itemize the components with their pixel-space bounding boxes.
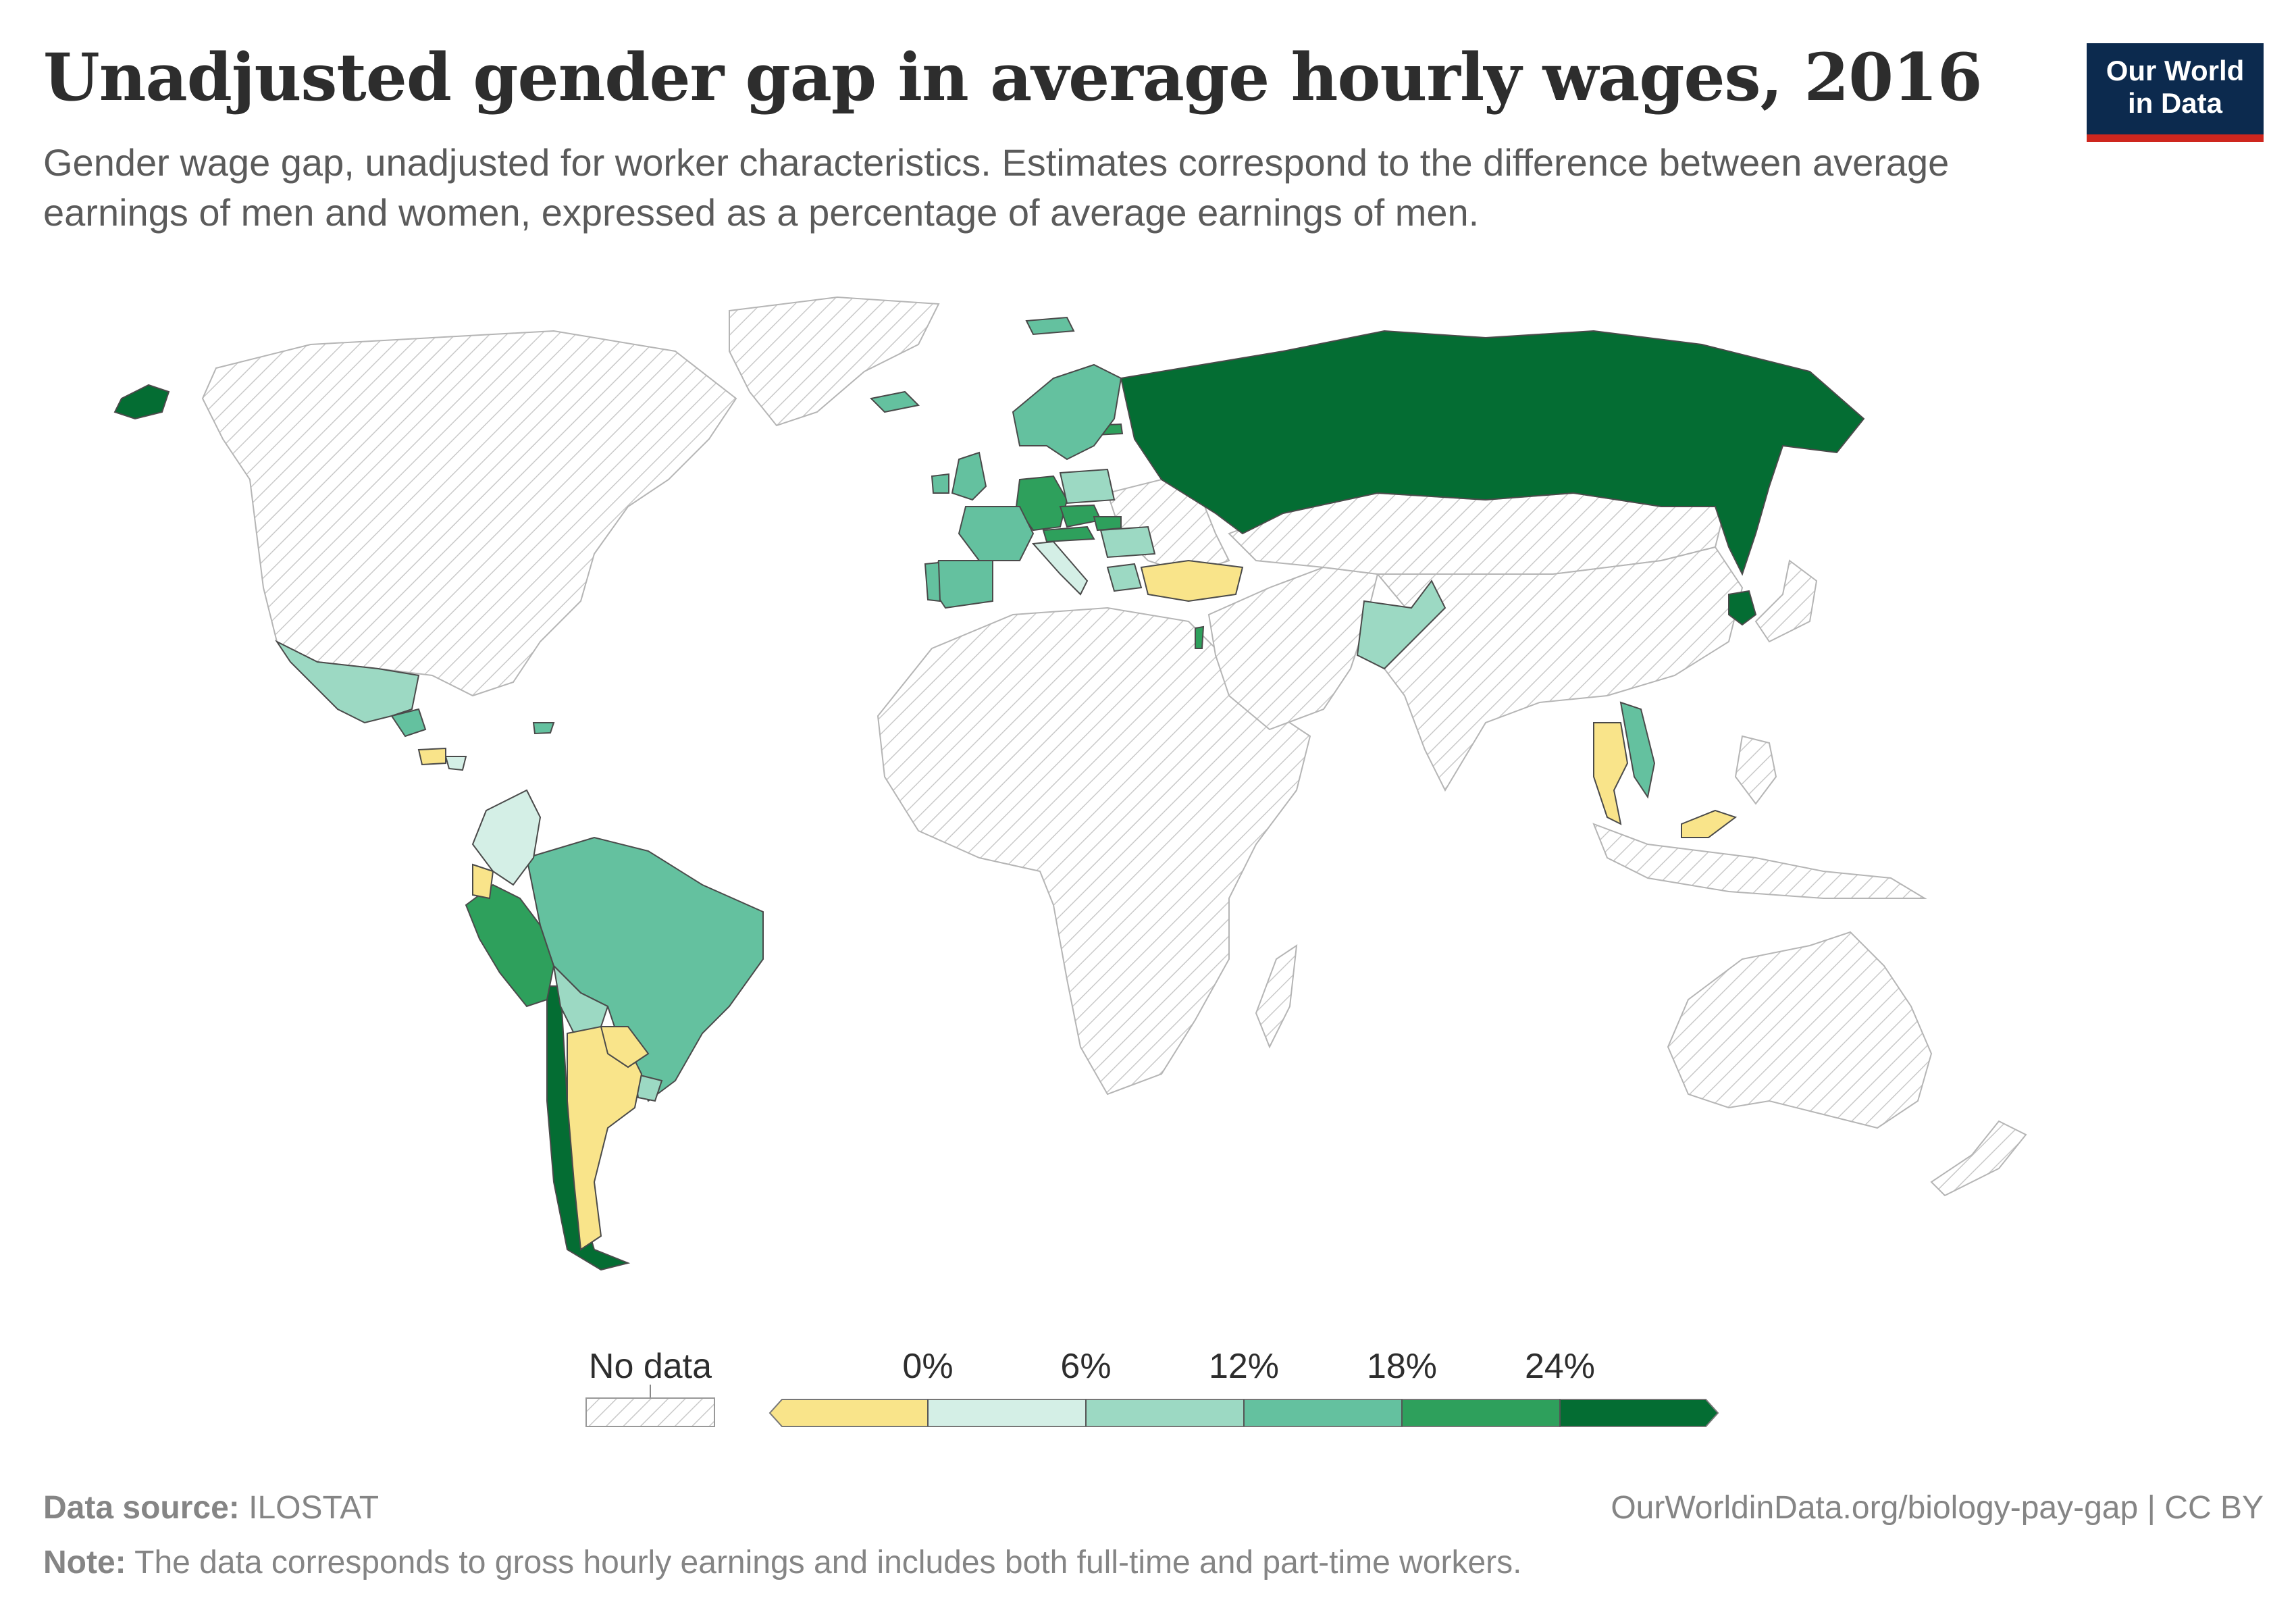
legend-tick-label-1: 6% bbox=[1060, 1347, 1111, 1386]
data-source: Data source: ILOSTAT bbox=[43, 1489, 2264, 1526]
note-label: Note: bbox=[43, 1545, 126, 1580]
legend-tick-label-4: 24% bbox=[1525, 1347, 1595, 1386]
legend-bin-5[interactable] bbox=[1559, 1399, 1719, 1427]
country-peru[interactable] bbox=[465, 883, 555, 1008]
legend-bin-2[interactable] bbox=[1085, 1399, 1245, 1427]
country-guatemala[interactable] bbox=[390, 708, 427, 738]
madagascar-region[interactable] bbox=[1255, 944, 1298, 1049]
australia-region[interactable] bbox=[1667, 931, 1933, 1129]
logo-line-1: Our World bbox=[2106, 55, 2245, 86]
country-turkey[interactable] bbox=[1140, 559, 1244, 602]
legend-bin-1[interactable] bbox=[927, 1399, 1087, 1427]
country-honduras[interactable] bbox=[417, 747, 446, 766]
country-slovakia[interactable] bbox=[1093, 516, 1122, 532]
country-uk[interactable] bbox=[951, 451, 987, 501]
country-chile[interactable] bbox=[546, 985, 631, 1271]
philippines-region[interactable] bbox=[1734, 735, 1777, 805]
north-america-region[interactable] bbox=[201, 330, 737, 697]
country-scandinavia[interactable] bbox=[1012, 363, 1122, 461]
chart-subtitle: Gender wage gap, unadjusted for worker c… bbox=[43, 141, 1950, 234]
country-paraguay[interactable] bbox=[600, 1026, 650, 1069]
chart-title: Unadjusted gender gap in average hourly … bbox=[43, 39, 1983, 115]
owid-logo[interactable]: Our World in Data bbox=[2087, 43, 2264, 142]
indonesia-region[interactable] bbox=[1592, 823, 1927, 899]
data-regions bbox=[113, 316, 1865, 1271]
country-thailand[interactable] bbox=[1593, 722, 1629, 825]
legend-tick-label-3: 18% bbox=[1367, 1347, 1437, 1386]
legend-tick-label-2: 12% bbox=[1209, 1347, 1279, 1386]
country-poland[interactable] bbox=[1059, 468, 1116, 505]
source-label: Data source: bbox=[43, 1490, 240, 1526]
country-alaska[interactable] bbox=[113, 384, 170, 420]
country-russia[interactable] bbox=[1120, 330, 1865, 576]
source-value: ILOSTAT bbox=[249, 1490, 380, 1526]
japan-region[interactable] bbox=[1754, 559, 1818, 643]
country-spain[interactable] bbox=[931, 560, 993, 609]
country-pakistan[interactable] bbox=[1356, 580, 1446, 670]
country-romania-hungary[interactable] bbox=[1099, 525, 1156, 559]
country-italy[interactable] bbox=[1031, 540, 1089, 596]
country-france[interactable] bbox=[958, 506, 1035, 561]
country-iceland[interactable] bbox=[869, 390, 920, 413]
country-colombia[interactable] bbox=[471, 789, 542, 886]
logo-line-2: in Data bbox=[2127, 87, 2223, 119]
note-text: The data corresponds to gross hourly ear… bbox=[134, 1545, 1522, 1580]
country-costa-rica[interactable] bbox=[444, 756, 467, 771]
country-mexico[interactable] bbox=[275, 640, 420, 724]
country-portugal[interactable] bbox=[924, 561, 941, 602]
legend-tick-label-0: 0% bbox=[902, 1347, 953, 1386]
legend-bin-3[interactable] bbox=[1243, 1399, 1403, 1427]
country-greece[interactable] bbox=[1106, 563, 1143, 592]
country-israel[interactable] bbox=[1195, 625, 1205, 649]
legend-no-data-label: No data bbox=[589, 1347, 712, 1386]
country-dominican-republic[interactable] bbox=[532, 722, 555, 735]
map-legend: No data 0% 6% 12% 18% 24% bbox=[585, 1347, 1719, 1427]
country-malaysia[interactable] bbox=[1681, 809, 1738, 838]
world-map[interactable] bbox=[0, 290, 2296, 1304]
middle-east-region[interactable] bbox=[1207, 566, 1379, 731]
country-austria[interactable] bbox=[1042, 525, 1095, 543]
country-south-korea[interactable] bbox=[1728, 590, 1757, 626]
footer-note: Note: The data corresponds to gross hour… bbox=[43, 1544, 2264, 1581]
footer-url[interactable]: OurWorldinData.org/biology-pay-gap | CC … bbox=[1611, 1490, 2264, 1526]
legend-bin-0[interactable] bbox=[768, 1399, 929, 1427]
legend-bin-4[interactable] bbox=[1401, 1399, 1561, 1427]
new-zealand-region[interactable] bbox=[1930, 1120, 2027, 1197]
country-svalbard[interactable] bbox=[1025, 316, 1075, 336]
country-ireland[interactable] bbox=[931, 473, 949, 494]
legend-no-data-swatch bbox=[585, 1397, 715, 1427]
no-data-regions bbox=[201, 296, 2027, 1197]
country-ecuador[interactable] bbox=[472, 863, 494, 900]
greenland-region[interactable] bbox=[729, 296, 940, 427]
country-vietnam[interactable] bbox=[1619, 701, 1656, 799]
